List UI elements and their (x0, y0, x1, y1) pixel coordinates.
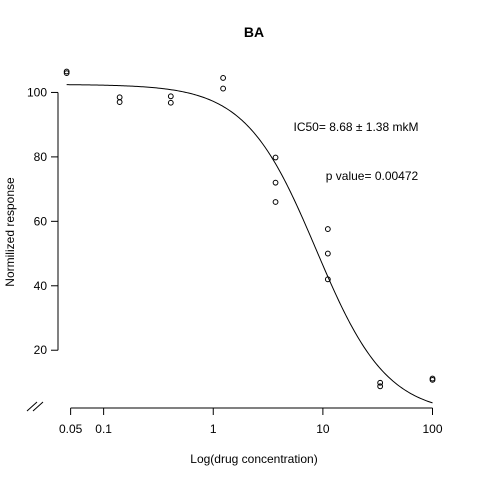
x-tick-label: 1 (210, 422, 217, 436)
data-point (324, 276, 331, 283)
data-point (377, 383, 384, 390)
data-point (220, 85, 227, 92)
data-point (272, 154, 279, 161)
x-tick-label: 0.1 (95, 422, 112, 436)
ic50-annotation: IC50= 8.68 ± 1.38 mkM (294, 120, 419, 134)
x-axis-label: Log(drug concentration) (190, 452, 317, 466)
data-point (324, 226, 331, 232)
fit-curve-group (66, 84, 433, 404)
y-tick-label: 80 (34, 150, 48, 164)
data-point (324, 250, 331, 257)
y-tick-label: 20 (34, 343, 48, 357)
data-point (429, 376, 436, 383)
data-point (167, 93, 174, 100)
data-point (220, 75, 227, 81)
x-tick-label: 100 (422, 422, 442, 436)
y-axis-label: Normilized response (3, 177, 17, 287)
y-tick-label: 100 (27, 85, 47, 99)
data-point (272, 199, 279, 205)
x-tick-label: 10 (316, 422, 330, 436)
data-point (377, 379, 384, 386)
data-point (63, 70, 70, 77)
y-tick-label: 40 (34, 279, 48, 293)
y-tick-label: 60 (34, 214, 48, 228)
chart-title: BA (244, 24, 264, 40)
data-point (272, 179, 279, 186)
data-point (167, 99, 174, 106)
axis-break-mark (32, 401, 44, 412)
x-tick-label: 0.05 (59, 422, 83, 436)
p-value-annotation: p value= 0.00472 (326, 169, 419, 183)
data-point (116, 94, 123, 101)
data-points (63, 68, 436, 390)
axis-break-mark (26, 401, 38, 412)
data-point (116, 99, 123, 106)
axes: 0.05 0.1 1 10 100 20 40 60 80 100 (26, 85, 443, 436)
fit-curve (66, 84, 433, 404)
